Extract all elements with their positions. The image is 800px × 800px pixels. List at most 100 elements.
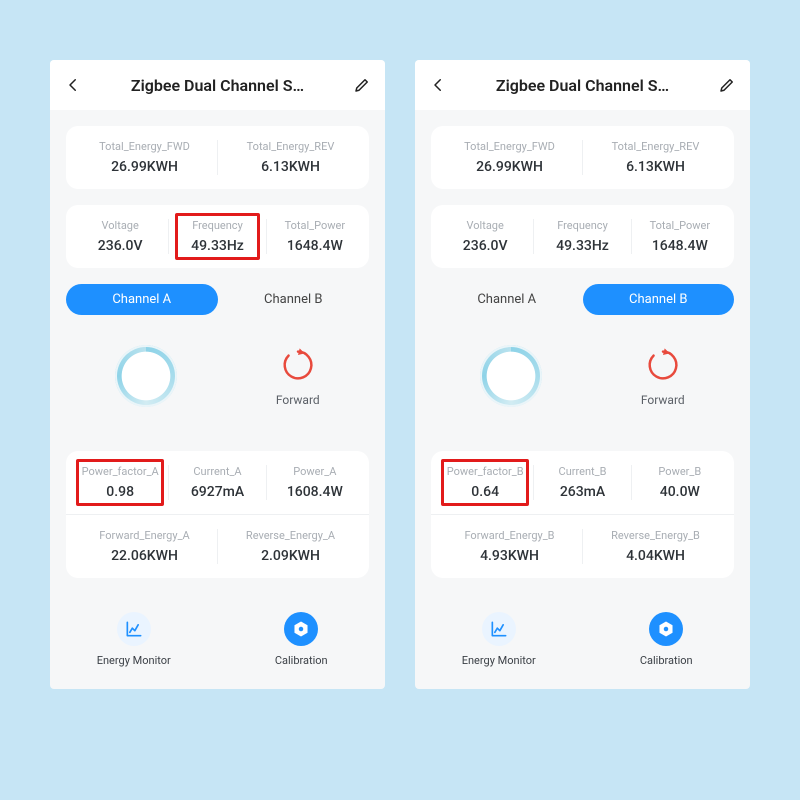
reverse-energy-cell: Reverse_Energy_A 2.09KWH: [217, 529, 363, 564]
total-power-cell: Total_Power 1648.4W: [266, 219, 363, 254]
channel-stats-card: Power_factor_A 0.98 Current_A 6927mA Pow…: [66, 451, 369, 578]
forward-label: Forward: [641, 393, 685, 407]
label: Total_Energy_FWD: [99, 140, 190, 153]
value: 0.98: [106, 484, 134, 500]
bottom-actions: Energy Monitor Calibration: [415, 594, 750, 689]
voltage-cell: Voltage 236.0V: [437, 219, 533, 254]
value: 2.09KWH: [261, 548, 320, 564]
value: 1608.4W: [287, 484, 343, 500]
value: 26.99KWH: [476, 159, 543, 175]
label: Calibration: [275, 654, 328, 667]
value: 40.0W: [660, 484, 700, 500]
label: Reverse_Energy_A: [246, 529, 335, 542]
label: Total_Power: [650, 219, 711, 232]
calibration-button[interactable]: Calibration: [218, 612, 386, 667]
channel-tabs: Channel A Channel B: [431, 284, 734, 315]
phone-right: Zigbee Dual Channel S… Total_Energy_FWD …: [415, 60, 750, 689]
energy-monitor-button[interactable]: Energy Monitor: [50, 612, 218, 667]
tab-channel-b[interactable]: Channel B: [218, 284, 370, 315]
header: Zigbee Dual Channel S…: [415, 60, 750, 110]
total-energy-rev: Total_Energy_REV 6.13KWH: [217, 140, 363, 175]
page-title: Zigbee Dual Channel S…: [82, 76, 353, 95]
label: Forward_Energy_B: [464, 529, 554, 542]
label: Energy Monitor: [462, 654, 536, 667]
label: Power_factor_B: [447, 465, 524, 478]
tab-channel-a[interactable]: Channel A: [66, 284, 218, 315]
value: 4.93KWH: [480, 548, 539, 564]
label: Forward_Energy_A: [99, 529, 189, 542]
power-cell: Power_A 1608.4W: [266, 465, 363, 500]
energy-monitor-icon: [117, 612, 151, 646]
calibration-icon: [649, 612, 683, 646]
voltage-cell: Voltage 236.0V: [72, 219, 168, 254]
value: 26.99KWH: [111, 159, 178, 175]
power-cell: Power_B 40.0W: [631, 465, 728, 500]
back-icon[interactable]: [64, 76, 82, 94]
label: Total_Energy_FWD: [464, 140, 555, 153]
label: Calibration: [640, 654, 693, 667]
label: Total_Energy_REV: [612, 140, 700, 153]
energy-monitor-icon: [482, 612, 516, 646]
forward-arrow-icon: [278, 345, 318, 385]
mains-card: Voltage 236.0V Frequency 49.33Hz Total_P…: [66, 205, 369, 268]
value: 1648.4W: [652, 238, 708, 254]
content: Total_Energy_FWD 26.99KWH Total_Energy_R…: [50, 126, 385, 689]
value: 263mA: [560, 484, 605, 500]
frequency-cell: Frequency 49.33Hz: [533, 219, 630, 254]
energy-card: Total_Energy_FWD 26.99KWH Total_Energy_R…: [66, 126, 369, 189]
bottom-actions: Energy Monitor Calibration: [50, 594, 385, 689]
forward-energy-cell: Forward_Energy_A 22.06KWH: [72, 529, 217, 564]
channel-visual: Forward: [50, 325, 385, 435]
channel-ring-icon: [115, 345, 177, 407]
value: 49.33Hz: [191, 238, 244, 254]
value: 6.13KWH: [626, 159, 685, 175]
label: Frequency: [192, 219, 243, 232]
total-power-cell: Total_Power 1648.4W: [631, 219, 728, 254]
frequency-cell: Frequency 49.33Hz: [168, 219, 265, 254]
content: Total_Energy_FWD 26.99KWH Total_Energy_R…: [415, 126, 750, 689]
label: Voltage: [467, 219, 504, 232]
page-title: Zigbee Dual Channel S…: [447, 76, 718, 95]
label: Total_Power: [285, 219, 346, 232]
label: Total_Energy_REV: [247, 140, 335, 153]
forward-indicator: Forward: [641, 345, 685, 407]
label: Voltage: [102, 219, 139, 232]
value: 6.13KWH: [261, 159, 320, 175]
reverse-energy-cell: Reverse_Energy_B 4.04KWH: [582, 529, 728, 564]
value: 0.64: [471, 484, 499, 500]
value: 236.0V: [463, 238, 508, 254]
total-energy-fwd: Total_Energy_FWD 26.99KWH: [437, 140, 582, 175]
label: Frequency: [557, 219, 608, 232]
value: 49.33Hz: [556, 238, 609, 254]
mains-card: Voltage 236.0V Frequency 49.33Hz Total_P…: [431, 205, 734, 268]
edit-icon[interactable]: [353, 76, 371, 94]
label: Power_A: [293, 465, 336, 478]
label: Power_factor_A: [82, 465, 159, 478]
calibration-icon: [284, 612, 318, 646]
channel-stats-card: Power_factor_B 0.64 Current_B 263mA Powe…: [431, 451, 734, 578]
channel-ring-icon: [480, 345, 542, 407]
power-factor-cell: Power_factor_B 0.64: [437, 465, 533, 500]
total-energy-fwd: Total_Energy_FWD 26.99KWH: [72, 140, 217, 175]
power-factor-cell: Power_factor_A 0.98: [72, 465, 168, 500]
tab-channel-a[interactable]: Channel A: [431, 284, 583, 315]
current-cell: Current_A 6927mA: [168, 465, 265, 500]
value: 4.04KWH: [626, 548, 685, 564]
forward-arrow-icon: [643, 345, 683, 385]
channel-tabs: Channel A Channel B: [66, 284, 369, 315]
total-energy-rev: Total_Energy_REV 6.13KWH: [582, 140, 728, 175]
tab-channel-b[interactable]: Channel B: [583, 284, 735, 315]
header: Zigbee Dual Channel S…: [50, 60, 385, 110]
energy-card: Total_Energy_FWD 26.99KWH Total_Energy_R…: [431, 126, 734, 189]
label: Current_A: [193, 465, 241, 478]
channel-visual: Forward: [415, 325, 750, 435]
forward-indicator: Forward: [276, 345, 320, 407]
phone-left: Zigbee Dual Channel S… Total_Energy_FWD …: [50, 60, 385, 689]
value: 236.0V: [98, 238, 143, 254]
current-cell: Current_B 263mA: [533, 465, 630, 500]
label: Power_B: [658, 465, 701, 478]
calibration-button[interactable]: Calibration: [583, 612, 751, 667]
energy-monitor-button[interactable]: Energy Monitor: [415, 612, 583, 667]
edit-icon[interactable]: [718, 76, 736, 94]
back-icon[interactable]: [429, 76, 447, 94]
